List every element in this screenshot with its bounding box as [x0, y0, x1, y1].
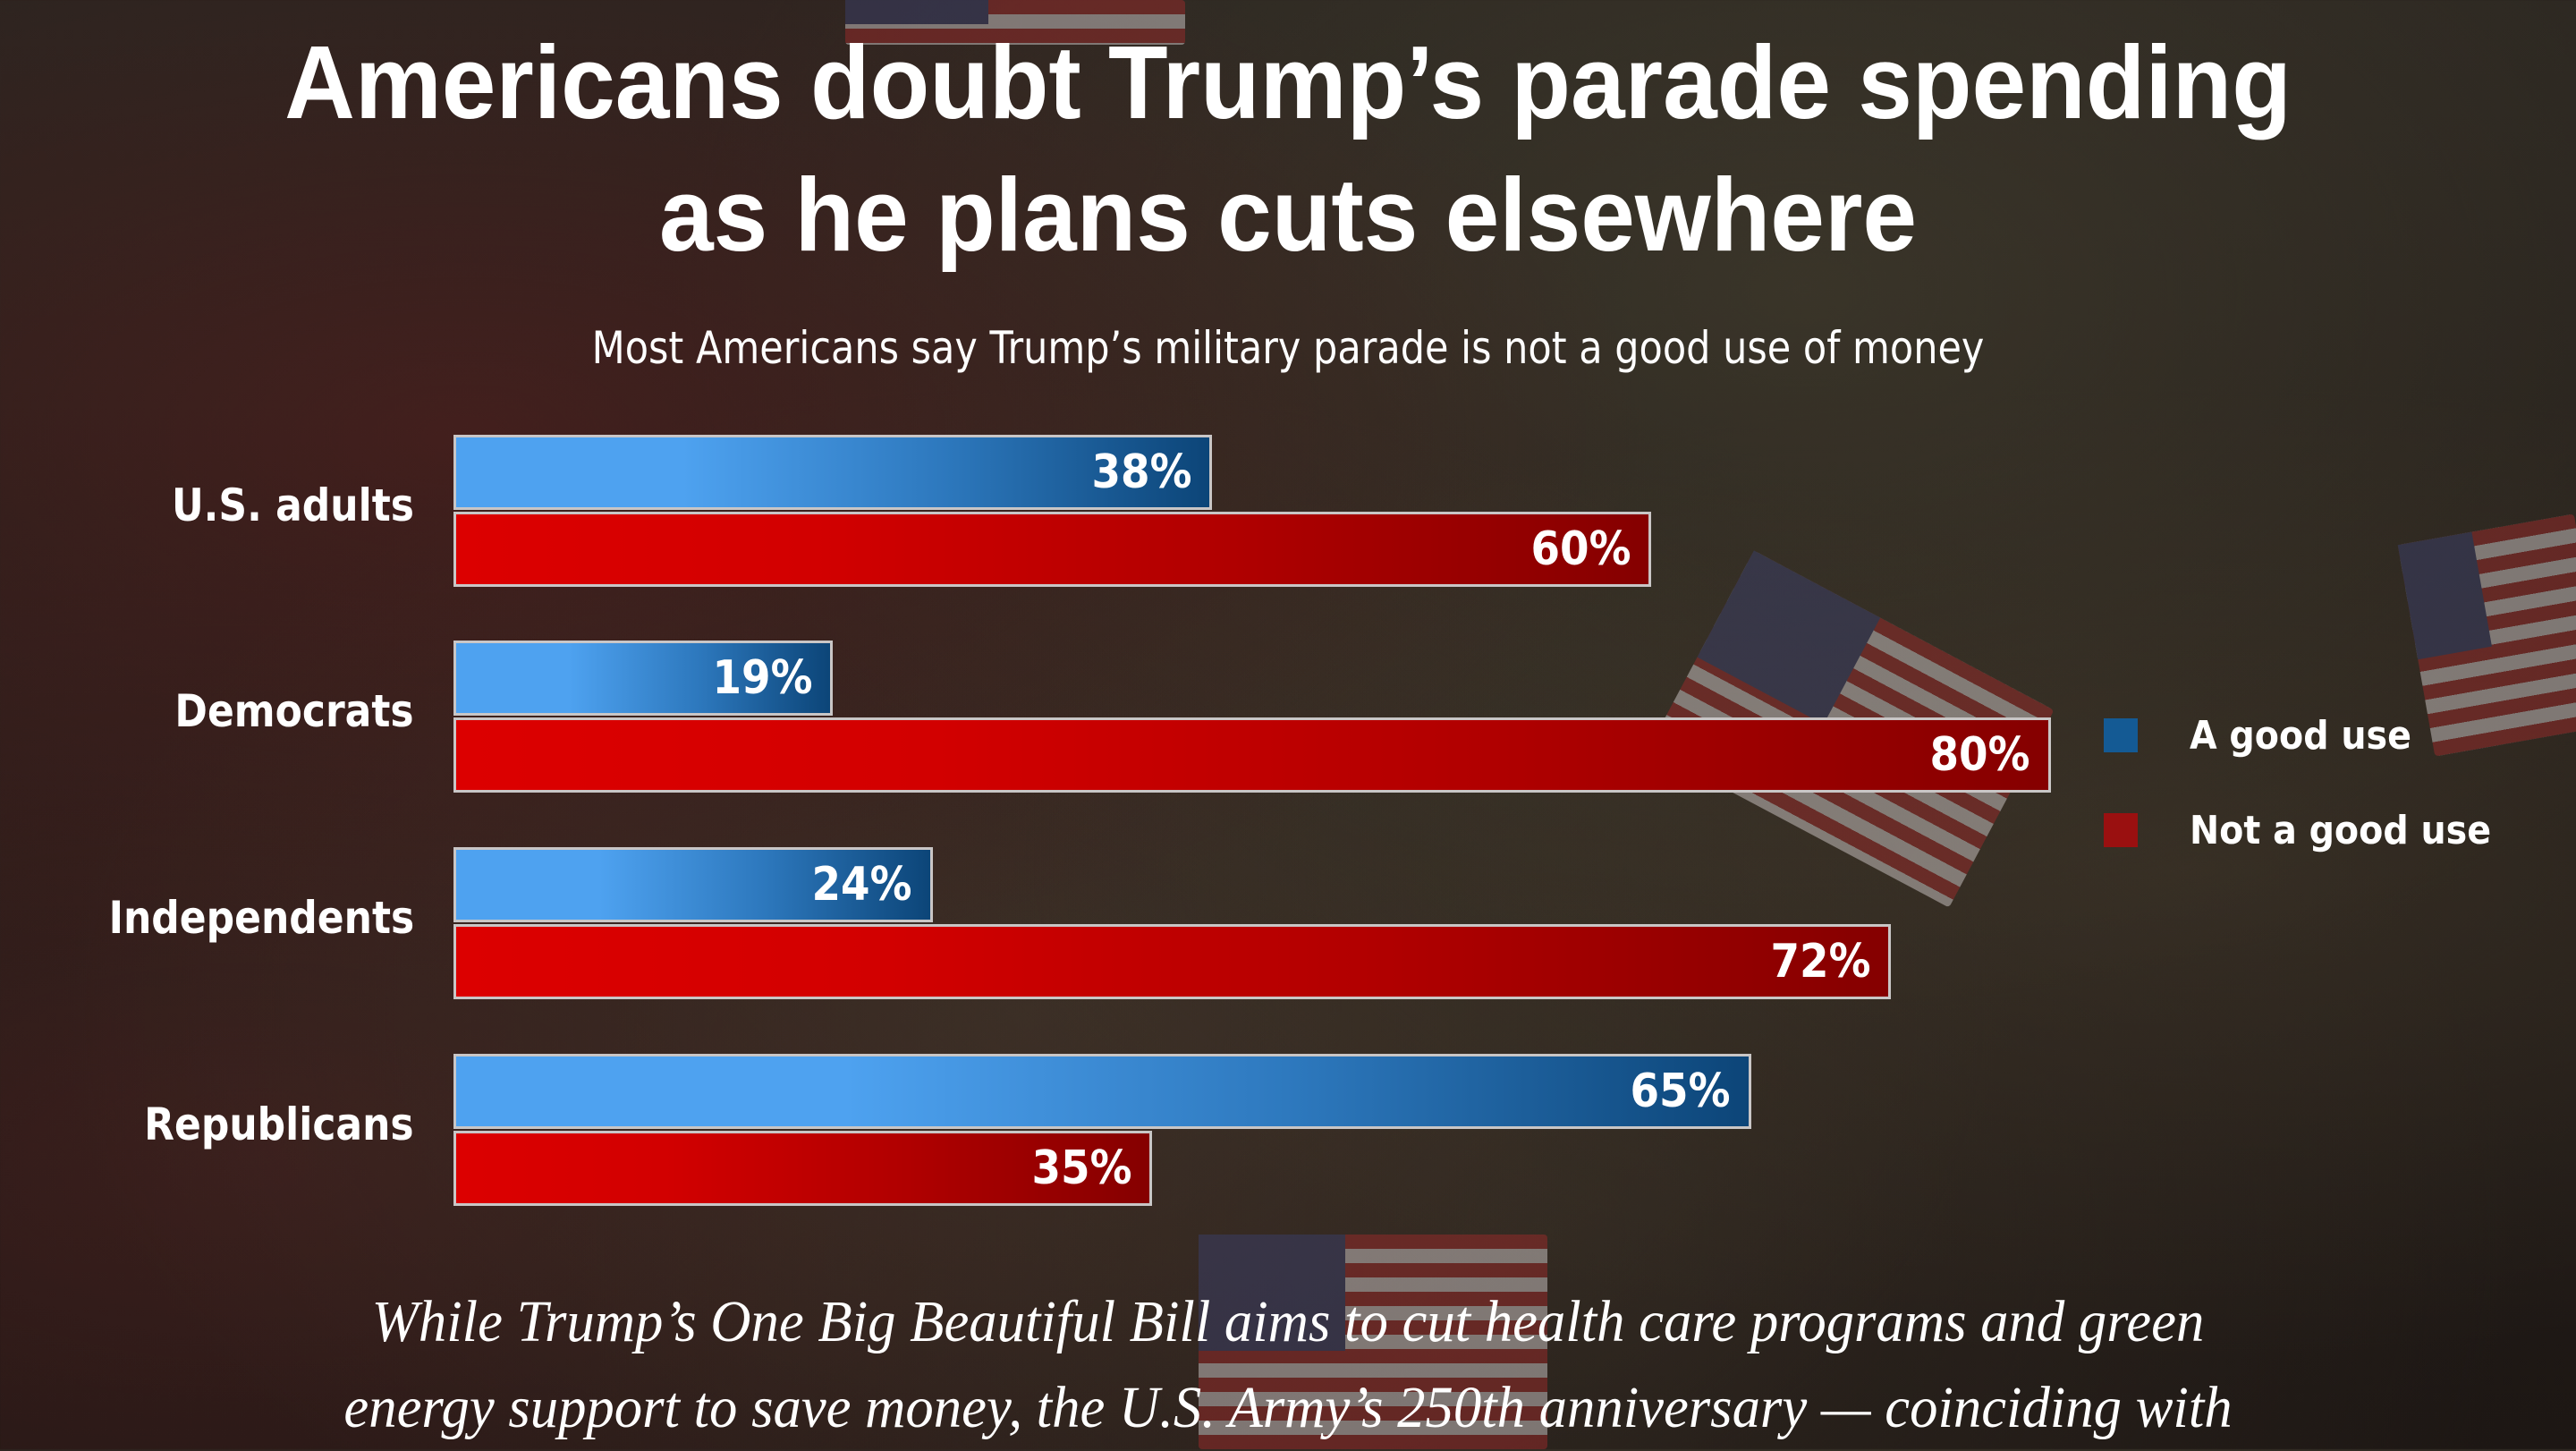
data-label-bad-independents: 72% [1770, 935, 1871, 989]
legend-item-not-good: Not a good use [2104, 807, 2525, 853]
legend-swatch-good [2104, 718, 2138, 752]
data-label-good-republicans: 65% [1630, 1065, 1731, 1118]
background-flag [845, 0, 1185, 45]
legend-swatch-not-good [2104, 813, 2138, 847]
bar-bad-independents: 72% [453, 924, 1892, 999]
legend-item-good: A good use [2104, 712, 2525, 759]
bar-good-democrats: 19% [453, 641, 834, 716]
category-label-independents: Independents [108, 892, 414, 944]
data-label-good-democrats: 19% [712, 651, 813, 705]
category-label-democrats: Democrats [174, 685, 414, 737]
data-label-good-u-s-adults: 38% [1091, 445, 1192, 499]
legend-label-not-good: Not a good use [2190, 807, 2492, 853]
bar-bad-republicans: 35% [453, 1131, 1153, 1206]
title-line-2: as he plans cuts elsewhere [658, 157, 1918, 273]
data-label-good-independents: 24% [811, 858, 912, 912]
data-label-bad-u-s-adults: 60% [1530, 522, 1631, 576]
data-label-bad-republicans: 35% [1031, 1141, 1132, 1195]
bar-bad-democrats: 80% [453, 717, 2051, 793]
bar-good-u-s-adults: 38% [453, 435, 1213, 510]
article-caption: While Trump’s One Big Beautiful Bill aim… [64, 1279, 2512, 1451]
legend-label-good: A good use [2190, 712, 2411, 759]
caption-line-2: energy support to save money, the U.S. A… [343, 1375, 2233, 1440]
category-label-u-s-adults: U.S. adults [172, 479, 414, 531]
caption-line-1: While Trump’s One Big Beautiful Bill aim… [371, 1289, 2205, 1354]
page-title: Americans doubt Trump’s parade spending … [77, 16, 2498, 281]
bar-good-republicans: 65% [453, 1054, 1751, 1129]
category-label-republicans: Republicans [144, 1099, 414, 1150]
bar-bad-u-s-adults: 60% [453, 512, 1652, 587]
chart-legend: A good use Not a good use [2104, 712, 2525, 902]
chart-subtitle: Most Americans say Trump’s military para… [591, 322, 1985, 374]
title-line-1: Americans doubt Trump’s parade spending [284, 24, 2292, 140]
data-label-bad-democrats: 80% [1929, 728, 2030, 782]
bar-good-independents: 24% [453, 847, 933, 922]
background-flag [1199, 1235, 1547, 1449]
